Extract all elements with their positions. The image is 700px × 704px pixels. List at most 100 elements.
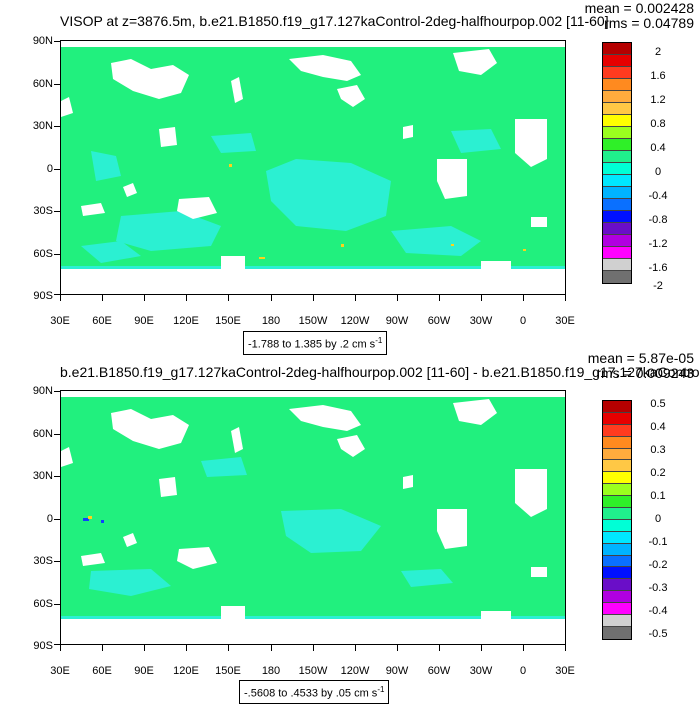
colorbar-swatch xyxy=(603,175,631,187)
x-label: 90W xyxy=(385,665,409,677)
colorbar-label: 0.8 xyxy=(650,118,666,130)
colorbar-swatch xyxy=(603,199,631,211)
colorbar-label: 2 xyxy=(654,46,662,58)
colorbar-swatch xyxy=(603,567,631,580)
panel-1-map xyxy=(60,40,566,295)
colorbar-swatch xyxy=(603,211,631,223)
colorbar-label: 0.5 xyxy=(650,398,666,410)
colorbar-swatch xyxy=(603,519,631,532)
x-label: 150E xyxy=(215,665,241,677)
colorbar-swatch xyxy=(603,436,631,449)
colorbar-label: 0 xyxy=(654,166,662,178)
y-label: 60N xyxy=(32,78,53,90)
colorbar-swatch xyxy=(603,127,631,139)
colorbar-label: -1.6 xyxy=(648,262,668,274)
x-label: 0 xyxy=(519,665,527,677)
panel-1-map-svg xyxy=(61,41,565,294)
panel-2-map-svg xyxy=(61,391,565,644)
colorbar-swatch xyxy=(603,43,631,55)
range-text: -1.788 to 1.385 by .2 cm s xyxy=(248,338,376,351)
y-label: 90S xyxy=(33,640,53,652)
colorbar-swatch xyxy=(603,163,631,175)
map-panel-1: VISOP at z=3876.5m, b.e21.B1850.f19_g17.… xyxy=(0,0,700,355)
colorbar-label: 0.4 xyxy=(650,421,666,433)
x-label: 120W xyxy=(340,315,370,327)
colorbar-label: -2 xyxy=(653,280,663,292)
colorbar-swatch xyxy=(603,543,631,556)
range-text: -.5608 to .4533 by .05 cm s xyxy=(244,687,378,700)
y-label: 30N xyxy=(32,120,53,132)
colorbar-label: 1.6 xyxy=(650,70,666,82)
y-label: 30S xyxy=(33,205,53,217)
panel-2-title: b.e21.B1850.f19_g17.127kaControl-2deg-ha… xyxy=(60,364,700,380)
colorbar-label: 1.2 xyxy=(650,94,666,106)
colorbar-label: -1.2 xyxy=(648,238,668,250)
colorbar-swatch xyxy=(603,508,631,520)
colorbar-swatch xyxy=(603,235,631,247)
colorbar-swatch xyxy=(603,531,631,544)
x-label: 150E xyxy=(215,315,241,327)
x-label: 30W xyxy=(469,665,493,677)
y-label: 90S xyxy=(33,290,53,302)
colorbar-swatch xyxy=(603,401,631,413)
colorbar-swatch xyxy=(603,55,631,67)
colorbar-swatch xyxy=(603,555,631,568)
x-label: 180 xyxy=(261,665,281,677)
x-label: 120W xyxy=(340,665,370,677)
colorbar-label: -0.2 xyxy=(648,559,668,571)
colorbar-label: -0.1 xyxy=(648,536,668,548)
x-label: 30E xyxy=(50,315,70,327)
colorbar-label: -0.8 xyxy=(648,214,668,226)
x-label: 90E xyxy=(134,665,154,677)
colorbar-swatch xyxy=(603,103,631,115)
panel-1-title: VISOP at z=3876.5m, b.e21.B1850.f19_g17.… xyxy=(60,13,609,29)
colorbar-swatch xyxy=(603,247,631,259)
data-spots xyxy=(83,516,104,523)
colorbar-label: -0.4 xyxy=(648,605,668,617)
y-label: 0 xyxy=(46,513,53,525)
x-label: 60W xyxy=(427,665,451,677)
x-label: 120E xyxy=(173,665,199,677)
land-mask xyxy=(61,41,565,294)
colorbar-swatch xyxy=(603,139,631,151)
panel-2-colorbar xyxy=(602,400,632,640)
colorbar-label: 0 xyxy=(654,513,662,525)
colorbar-swatch xyxy=(603,91,631,103)
colorbar-swatch xyxy=(603,484,631,497)
panel-1-range-caption: -1.788 to 1.385 by .2 cm s-1 xyxy=(243,331,388,355)
panel-2-rms: rms = 0.009243 xyxy=(596,365,694,381)
x-label: 60W xyxy=(427,315,451,327)
colorbar-swatch xyxy=(603,115,631,127)
x-label: 30E xyxy=(50,665,70,677)
map-panel-2: b.e21.B1850.f19_g17.127kaControl-2deg-ha… xyxy=(0,350,700,704)
y-label: 90N xyxy=(32,385,53,397)
colorbar-label: 0.4 xyxy=(650,142,666,154)
colorbar-swatch xyxy=(603,259,631,271)
panel-1-colorbar xyxy=(602,42,632,284)
panel-2-map xyxy=(60,390,566,645)
y-label: 0 xyxy=(46,163,53,175)
range-unit-exponent: -1 xyxy=(375,336,383,345)
colorbar-swatch xyxy=(603,79,631,91)
y-label: 60N xyxy=(32,428,53,440)
land-mask xyxy=(61,391,565,644)
range-unit-exponent: -1 xyxy=(377,685,385,694)
y-label: 30N xyxy=(32,470,53,482)
colorbar-swatch xyxy=(603,424,631,437)
colorbar-swatch xyxy=(603,591,631,604)
x-label: 30W xyxy=(469,315,493,327)
colorbar-swatch xyxy=(603,67,631,79)
colorbar-swatch xyxy=(603,579,631,592)
colorbar-swatch xyxy=(603,615,631,627)
colorbar-swatch xyxy=(603,472,631,485)
colorbar-label: -0.4 xyxy=(648,190,668,202)
panel-2-mean: mean = 5.87e-05 xyxy=(587,350,694,366)
x-label: 30E xyxy=(555,315,575,327)
y-label: 60S xyxy=(33,248,53,260)
x-label: 180 xyxy=(261,315,281,327)
x-label: 90E xyxy=(134,315,154,327)
y-label: 30S xyxy=(33,555,53,567)
colorbar-swatch xyxy=(603,151,631,163)
colorbar-label: -0.5 xyxy=(648,628,668,640)
colorbar-label: 0.1 xyxy=(650,490,666,502)
